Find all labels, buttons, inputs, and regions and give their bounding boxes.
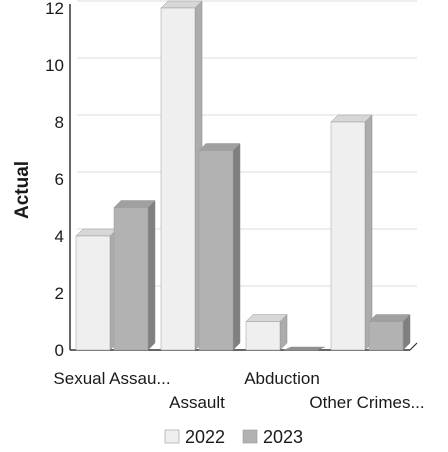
legend-item-2022: 2022 [164,427,225,447]
y-tick-label: 6 [55,170,64,189]
legend: 2022 2023 [164,427,303,447]
bar-top [330,114,373,123]
legend-item-2023: 2023 [242,427,303,447]
x-category-label: Abduction [244,369,320,388]
bar-front [245,321,281,351]
bar-front [330,121,366,351]
bar-front [160,7,196,351]
bar-side [147,199,156,351]
y-tick-label: 10 [45,56,64,75]
x-category-label: Other Crimes... [309,393,424,412]
x-category-label: Assault [169,393,225,412]
bar-side [232,142,241,351]
x-axis-depth-line [409,342,418,351]
bar-side [364,114,373,351]
legend-label: 2022 [185,427,225,447]
bar-top [368,314,411,322]
bar-front [368,321,404,351]
y-tick-label: 12 [45,0,64,18]
legend-swatch [242,429,258,444]
bar-2023-1 [198,142,241,351]
bar-top [160,0,203,9]
y-ticks: 0 2 4 6 8 10 12 [45,0,64,360]
bar-2022-0 [75,228,118,351]
category-labels: Sexual Assau... Assault Abduction Other Cri… [53,369,424,412]
y-tick-label: 4 [55,227,64,246]
bar-top [283,346,326,351]
x-category-label: Sexual Assau... [53,369,170,388]
bar-2022-1 [160,0,203,351]
bar-2023-0 [113,199,156,351]
bar-2022-3 [330,114,373,351]
bar-front [198,150,234,351]
bars [75,0,411,351]
bar-top [245,314,288,322]
bar-top [75,228,118,237]
legend-label: 2023 [263,427,303,447]
bar-front [75,235,111,351]
legend-swatch [164,429,180,444]
y-axis-label: Actual [12,161,33,219]
y-tick-label: 2 [55,284,64,303]
bar-2023-2 [283,346,326,351]
bar-2023-3 [368,313,411,351]
bar-top [198,143,241,151]
y-tick-label: 8 [55,113,64,132]
bar-2022-2 [245,313,288,351]
bar-top [113,200,156,208]
bar-front [113,207,149,351]
y-tick-label: 0 [55,341,64,360]
